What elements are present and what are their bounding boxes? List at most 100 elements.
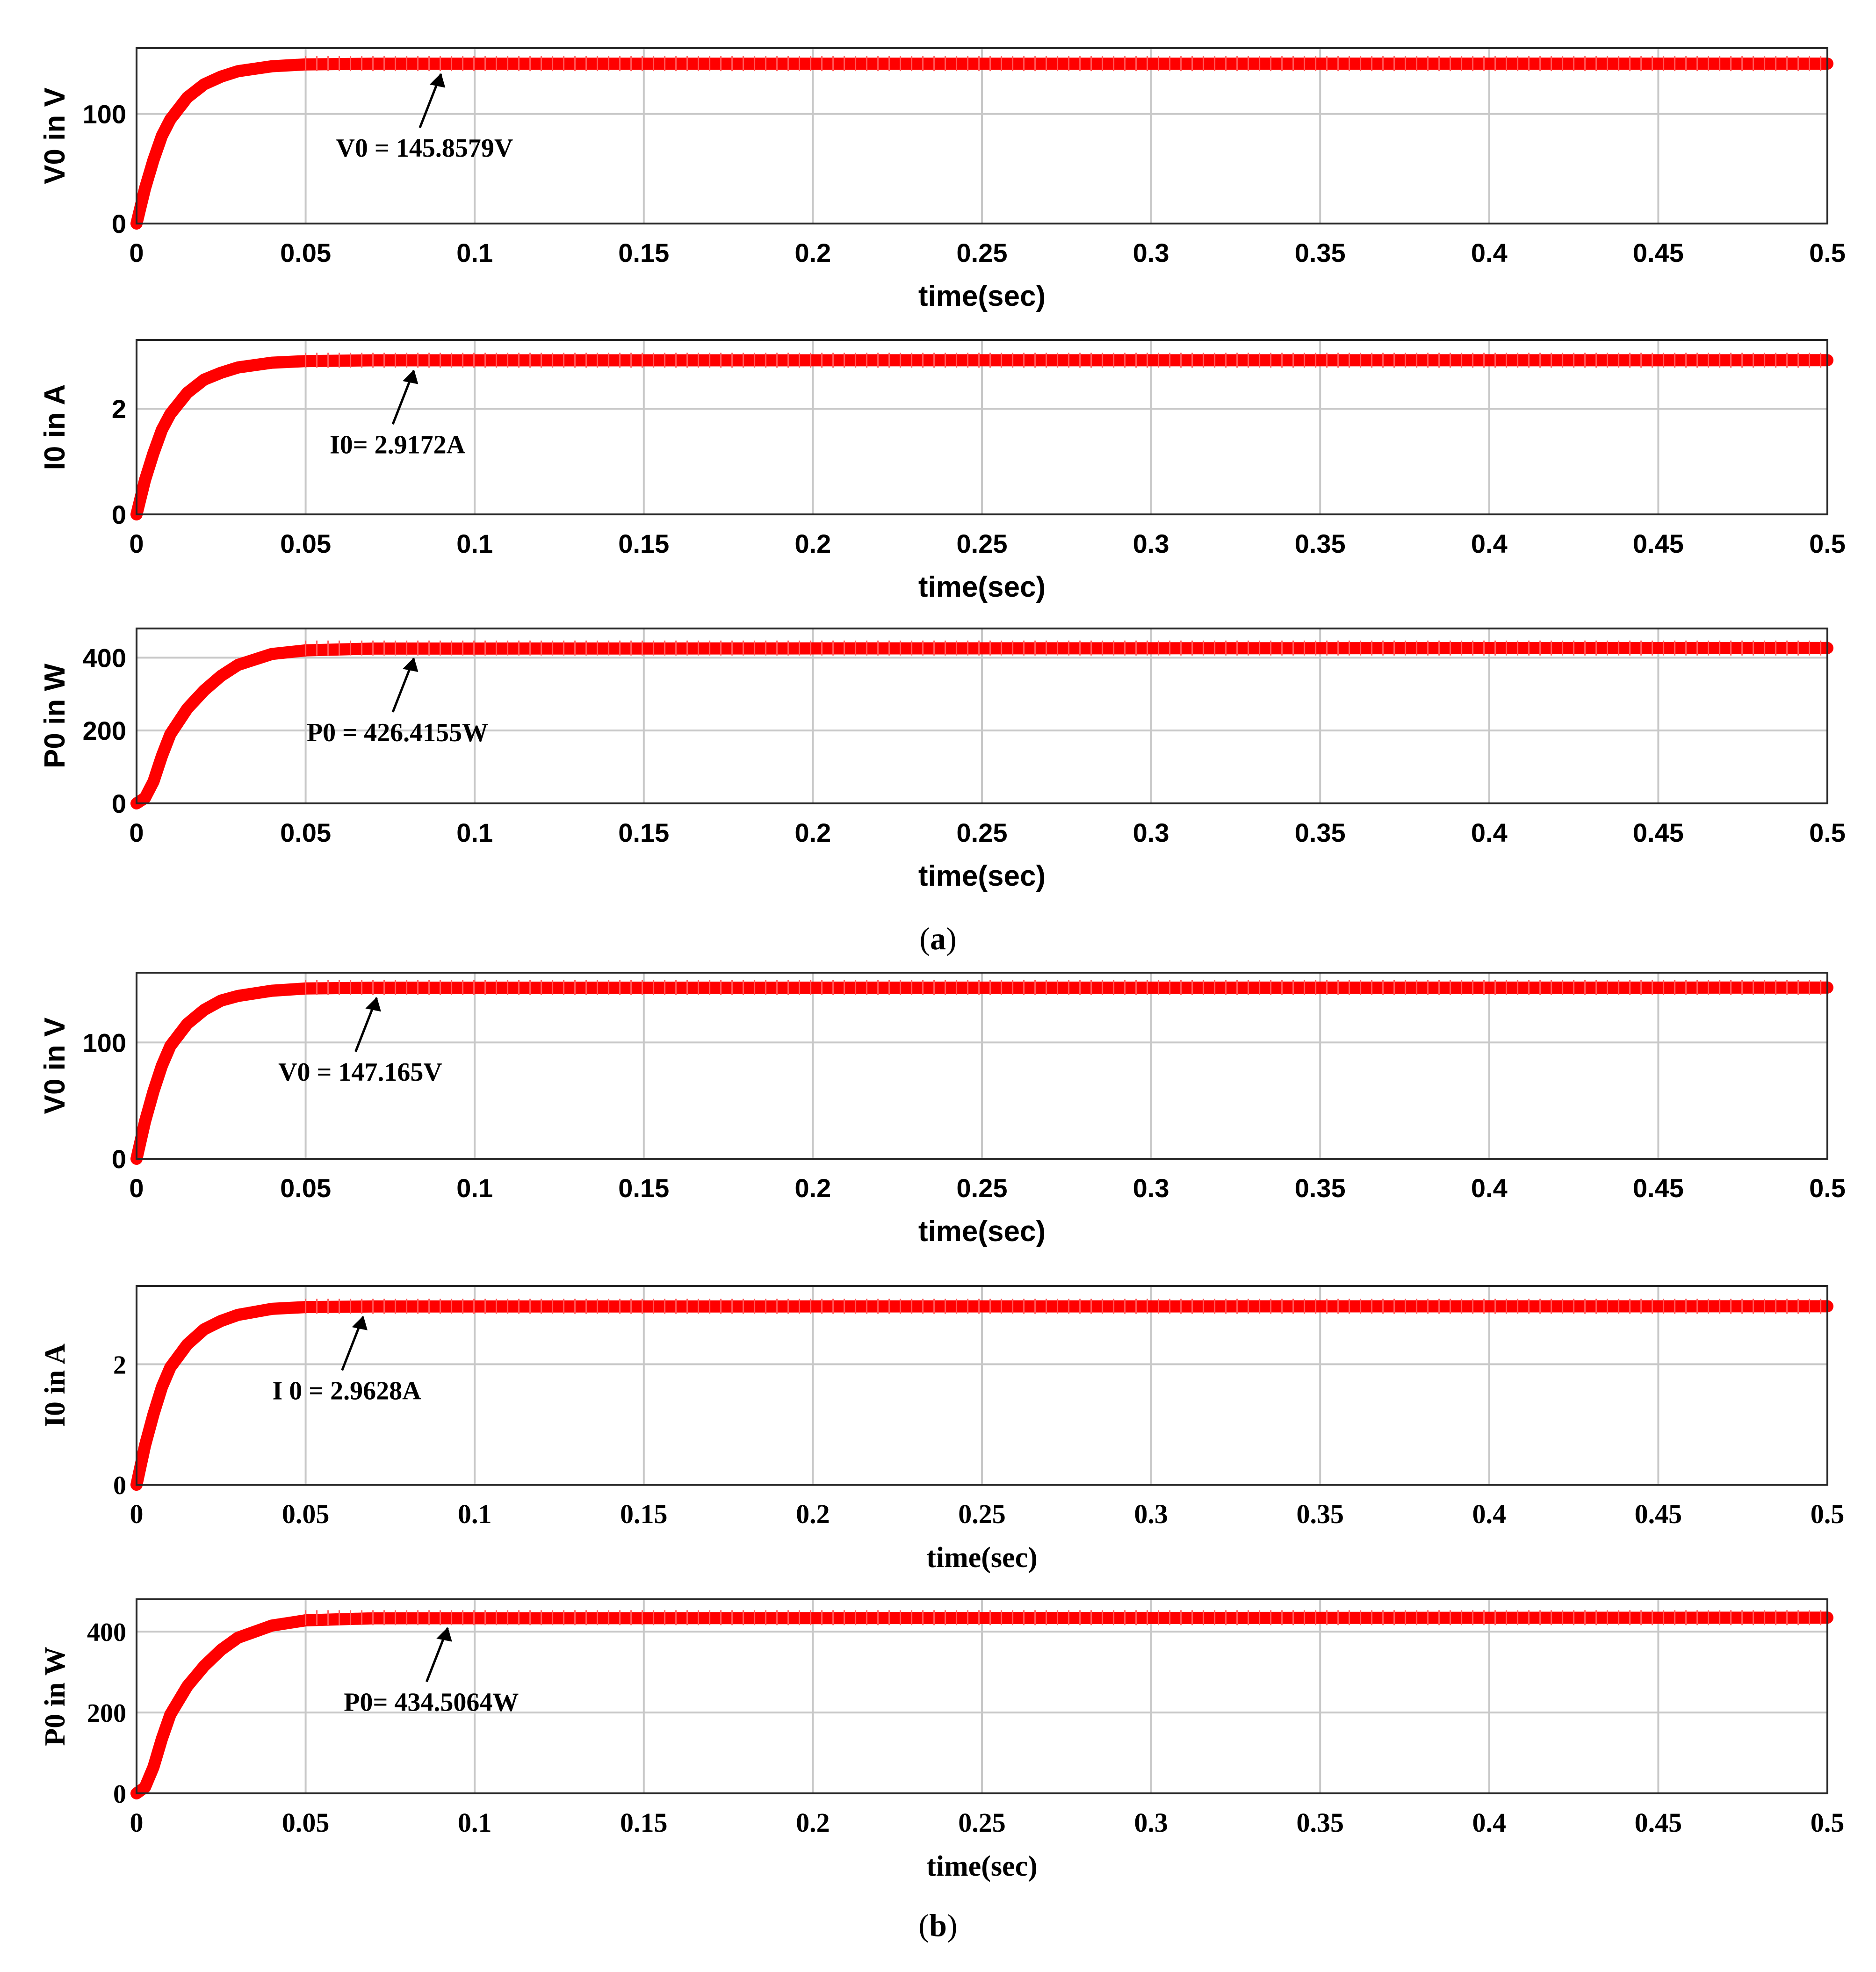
y-tick-label: 0 xyxy=(112,1144,126,1174)
x-tick-label: 0.4 xyxy=(1472,1499,1507,1529)
x-tick-label: 0.5 xyxy=(1809,238,1846,267)
x-tick-label: 0.15 xyxy=(618,529,669,558)
x-tick-label: 0.1 xyxy=(458,1807,492,1838)
y-tick-label: 400 xyxy=(87,1618,126,1647)
x-tick-label: 0.4 xyxy=(1472,1807,1507,1838)
y-tick-label: 2 xyxy=(113,1351,126,1380)
annotation-label: P0= 434.5064W xyxy=(344,1688,519,1717)
chart-panel-b-3: 0 0.05 0.1 0.15 0.2 0.25 0.3 0.35 0.4 0.45 0.5 0 200… xyxy=(39,1598,1845,1882)
x-tick-label: 0.1 xyxy=(456,238,493,267)
x-tick-label: 0.25 xyxy=(958,1807,1006,1838)
caption-a: (a) xyxy=(919,921,956,956)
annotation-arrowhead xyxy=(365,997,381,1012)
x-tick-label: 0.05 xyxy=(282,1807,330,1838)
x-tick-label: 0.2 xyxy=(794,1173,831,1203)
x-tick-label: 0.1 xyxy=(456,529,493,558)
x-tick-label: 0.35 xyxy=(1295,1173,1346,1203)
x-tick-label: 0.3 xyxy=(1134,1499,1168,1529)
annotation-label: P0 = 426.4155W xyxy=(307,718,488,747)
y-tick-label: 200 xyxy=(87,1699,126,1728)
axes-frame xyxy=(136,339,1828,515)
x-tick-label: 0.4 xyxy=(1471,529,1508,558)
x-tick-label: 0.1 xyxy=(456,818,493,847)
y-axis-label: I0 in A xyxy=(39,1344,71,1427)
x-tick-label: 0.5 xyxy=(1811,1499,1845,1529)
x-tick-label: 0.4 xyxy=(1471,238,1508,267)
y-axis-label: P0 in W xyxy=(39,1647,71,1746)
x-tick-label: 0.2 xyxy=(794,818,831,847)
y-tick-label: 2 xyxy=(112,394,126,424)
x-tick-label: 0.3 xyxy=(1133,238,1169,267)
x-tick-label: 0.05 xyxy=(280,818,331,847)
y-tick-label: 0 xyxy=(112,789,126,818)
y-tick-label: 0 xyxy=(112,500,126,529)
x-tick-label: 0.2 xyxy=(796,1499,830,1529)
x-tick-label: 0.3 xyxy=(1133,529,1169,558)
x-tick-label: 0.05 xyxy=(280,529,331,558)
y-tick-label: 100 xyxy=(83,100,126,129)
x-tick-label: 0.35 xyxy=(1295,529,1346,558)
x-axis-label: time(sec) xyxy=(918,280,1046,312)
axes-frame xyxy=(136,628,1828,804)
x-tick-label: 0.2 xyxy=(794,529,831,558)
x-tick-label: 0.25 xyxy=(957,238,1008,267)
annotation-arrowhead xyxy=(352,1315,368,1330)
x-tick-label: 0.35 xyxy=(1295,238,1346,267)
y-tick-label: 400 xyxy=(83,643,126,672)
x-tick-label: 0.5 xyxy=(1809,1173,1846,1203)
x-tick-label: 0.3 xyxy=(1134,1807,1168,1838)
x-tick-label: 0.25 xyxy=(958,1499,1006,1529)
x-tick-label: 0.3 xyxy=(1133,1173,1169,1203)
x-tick-label: 0 xyxy=(130,1499,144,1529)
y-axis-label: P0 in W xyxy=(39,664,71,768)
x-tick-label: 0 xyxy=(130,1807,144,1838)
x-axis-label: time(sec) xyxy=(926,1850,1038,1882)
x-tick-label: 0.5 xyxy=(1809,818,1846,847)
x-tick-label: 0 xyxy=(129,529,144,558)
x-tick-label: 0.2 xyxy=(796,1807,830,1838)
annotation-arrowhead xyxy=(402,657,418,672)
annotation-label: V0 = 147.165V xyxy=(278,1058,442,1087)
x-tick-label: 0.3 xyxy=(1133,818,1169,847)
x-axis-label: time(sec) xyxy=(926,1542,1038,1574)
x-axis-label: time(sec) xyxy=(918,571,1046,603)
x-tick-label: 0.15 xyxy=(620,1499,668,1529)
y-axis-label: V0 in V xyxy=(39,1018,71,1114)
caption-b: (b) xyxy=(918,1907,957,1943)
x-tick-label: 0.5 xyxy=(1811,1807,1845,1838)
y-tick-label: 0 xyxy=(113,1471,126,1500)
axes-frame xyxy=(136,1598,1828,1794)
annotation-label: I 0 = 2.9628A xyxy=(272,1376,421,1405)
x-tick-label: 0.4 xyxy=(1471,1173,1508,1203)
annotation-arrowhead xyxy=(402,369,418,384)
chart-panel-a-3: 0 0.05 0.1 0.15 0.2 0.25 0.3 0.35 0.4 0.45 0.5 0 200… xyxy=(39,628,1846,892)
x-tick-label: 0.45 xyxy=(1633,238,1684,267)
x-tick-label: 0.25 xyxy=(957,818,1008,847)
x-tick-label: 0 xyxy=(129,1173,144,1203)
y-axis-label: I0 in A xyxy=(39,384,71,470)
x-tick-label: 0 xyxy=(129,818,144,847)
x-tick-label: 0 xyxy=(129,238,144,267)
x-tick-label: 0.05 xyxy=(280,238,331,267)
x-tick-label: 0.5 xyxy=(1809,529,1846,558)
y-tick-label: 0 xyxy=(113,1780,126,1809)
x-tick-label: 0.25 xyxy=(957,1173,1008,1203)
x-tick-label: 0.1 xyxy=(458,1499,492,1529)
x-tick-label: 0.1 xyxy=(456,1173,493,1203)
x-tick-label: 0.45 xyxy=(1633,818,1684,847)
chart-panel-a-1: 0 0.05 0.1 0.15 0.2 0.25 0.3 0.35 0.4 0.45 0.5 0 100… xyxy=(39,47,1846,312)
y-tick-label: 200 xyxy=(83,716,126,745)
x-axis-label: time(sec) xyxy=(918,860,1046,892)
x-tick-label: 0.2 xyxy=(794,238,831,267)
x-tick-label: 0.45 xyxy=(1635,1807,1682,1838)
chart-panel-a-2: 0 0.05 0.1 0.15 0.2 0.25 0.3 0.35 0.4 0.45 0.5 0 2 ti… xyxy=(39,339,1846,603)
chart-panel-b-2: 0 0.05 0.1 0.15 0.2 0.25 0.3 0.35 0.4 0.45 0.5 0 2 ti… xyxy=(39,1285,1845,1574)
x-tick-label: 0.45 xyxy=(1635,1499,1682,1529)
annotation-arrowhead xyxy=(429,73,446,88)
x-tick-label: 0.15 xyxy=(620,1807,668,1838)
y-tick-label: 0 xyxy=(112,209,126,238)
x-tick-label: 0.15 xyxy=(618,238,669,267)
x-tick-label: 0.05 xyxy=(280,1173,331,1203)
axes-frame xyxy=(136,1285,1828,1486)
